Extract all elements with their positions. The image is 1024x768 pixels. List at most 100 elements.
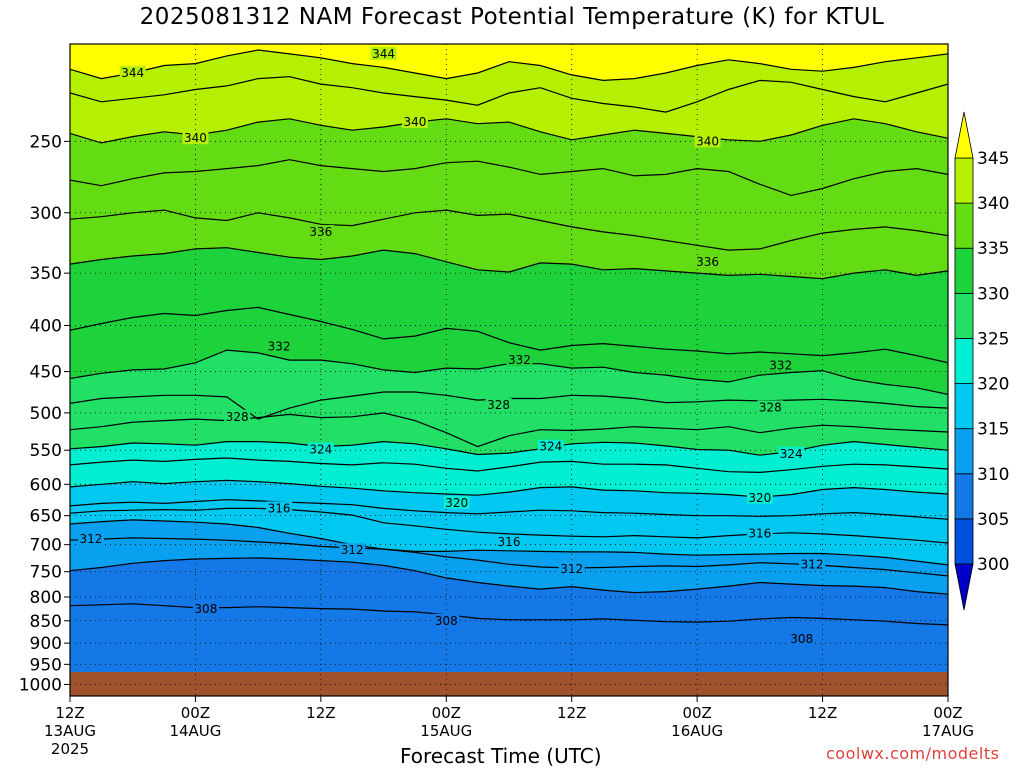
- x-tick-time-4: 12Z: [557, 704, 586, 722]
- isotherm-314: [70, 519, 948, 566]
- x-tick-time-7: 00Z: [933, 704, 962, 722]
- isotherm-318: [70, 499, 948, 520]
- contour-label-336: 336: [696, 255, 719, 269]
- y-tick-label-550: 550: [30, 441, 62, 461]
- colorbar-swatch-320: [954, 338, 974, 384]
- contour-label-340: 340: [403, 115, 426, 129]
- contour-label-332: 332: [769, 358, 792, 372]
- isotherm-340: [70, 118, 948, 144]
- contour-label-bg-27: [788, 632, 815, 646]
- colorbar-label-330: 330: [977, 284, 1009, 304]
- contour-label-312: 312: [560, 562, 583, 576]
- contour-label-bg-16: [266, 501, 293, 515]
- contour-label-bg-24: [799, 557, 826, 571]
- contour-label-328: 328: [759, 400, 782, 414]
- contour-label-bg-10: [224, 409, 251, 423]
- colorbar-swatch-315: [954, 383, 974, 430]
- contour-label-312: 312: [801, 557, 824, 571]
- colorbar: 345 340 335 330 325 320 315 310 305 300: [954, 111, 1009, 611]
- contour-label-344: 344: [121, 66, 144, 80]
- contour-label-bg-1: [370, 46, 397, 60]
- contour-label-bg-11: [485, 397, 512, 411]
- chart-title: 2025081312 NAM Forecast Potential Temper…: [139, 4, 885, 30]
- contour-label-340: 340: [696, 134, 719, 148]
- contour-labels: 344 344 340 340 340 336 336 332 332 332 328 328 328 3…: [77, 46, 826, 646]
- contour-label-bg-26: [433, 613, 460, 627]
- contour-label-bg-4: [694, 134, 721, 148]
- contour-label-bg-25: [192, 602, 219, 616]
- x-tick-date-5: 16AUG: [671, 722, 723, 740]
- isotherm-338: [70, 159, 948, 197]
- isotherm-326: [70, 412, 948, 448]
- colorbar-label-320: 320: [977, 375, 1009, 395]
- contour-label-bg-7: [266, 339, 293, 353]
- contour-label-bg-12: [757, 400, 784, 414]
- contour-label-320: 320: [748, 491, 771, 505]
- contour-label-bg-3: [401, 115, 428, 129]
- contour-label-332: 332: [268, 339, 291, 353]
- colorbar-swatch-300: [954, 518, 974, 565]
- isotherm-322: [70, 457, 948, 474]
- contour-label-bg-14: [537, 439, 564, 453]
- y-tick-label-650: 650: [30, 507, 62, 527]
- isotherm-336: [70, 209, 948, 251]
- contour-label-324: 324: [539, 440, 562, 454]
- isotherm-342: [70, 76, 948, 113]
- x-tick-date-7: 17AUG: [922, 722, 974, 740]
- colorbar-label-345: 345: [977, 149, 1009, 169]
- contour-label-312: 312: [79, 532, 102, 546]
- contour-label-bg-22: [339, 543, 366, 557]
- x-tick-date-0: 13AUG: [44, 722, 96, 740]
- y-tick-label-700: 700: [30, 536, 62, 556]
- contour-label-bg-21: [77, 532, 104, 546]
- contour-label-bg-5: [307, 224, 334, 238]
- y-tick-label-450: 450: [30, 363, 62, 383]
- plot-frame: [69, 43, 949, 697]
- colorbar-swatch-340: [954, 157, 974, 204]
- contour-label-320: 320: [445, 496, 468, 510]
- colorbar-top-arrow: [954, 111, 974, 159]
- y-tick-label-400: 400: [30, 316, 62, 336]
- contour-label-bg-17: [443, 495, 470, 509]
- contour-label-308: 308: [790, 632, 813, 646]
- contour-label-bg-18: [746, 490, 773, 504]
- isotherm-320: [70, 479, 948, 498]
- colorbar-label-335: 335: [977, 239, 1009, 259]
- contour-label-bg-9: [767, 358, 794, 372]
- y-axis-ticks: 2503003504004505005506006507007508008509…: [19, 132, 70, 695]
- x-tick-time-2: 12Z: [306, 704, 335, 722]
- contour-label-bg-2: [182, 131, 209, 145]
- x-tick-date-1: 14AUG: [169, 722, 221, 740]
- contour-label-308: 308: [435, 614, 458, 628]
- colorbar-swatch-310: [954, 428, 974, 475]
- contour-label-324: 324: [780, 447, 803, 461]
- y-tick-label-900: 900: [30, 634, 62, 654]
- contour-label-bg-23: [558, 562, 585, 576]
- contour-label-336: 336: [309, 225, 332, 239]
- colorbar-label-340: 340: [977, 194, 1009, 214]
- contour-label-316: 316: [748, 526, 771, 540]
- colorbar-label-300: 300: [977, 555, 1009, 575]
- contour-label-316: 316: [268, 501, 291, 515]
- isotherm-332: [70, 306, 948, 364]
- source-credit: coolwx.com/modelts: [826, 744, 1000, 763]
- colorbar-swatch-325: [954, 292, 974, 339]
- y-tick-label-1000: 1000: [19, 675, 62, 695]
- contour-label-bg-13: [307, 442, 334, 456]
- colorbar-label-325: 325: [977, 329, 1009, 349]
- contour-label-bg-15: [778, 446, 805, 460]
- ground-surface: [70, 672, 948, 696]
- colorbar-label-305: 305: [977, 510, 1009, 530]
- colorbar-swatch-330: [954, 247, 974, 294]
- contour-label-344: 344: [372, 47, 395, 61]
- contour-label-308: 308: [194, 602, 217, 616]
- colorbar-label-315: 315: [977, 420, 1009, 440]
- x-tick-time-1: 00Z: [181, 704, 210, 722]
- x-tick-year-0: 2025: [51, 740, 89, 758]
- contour-label-328: 328: [487, 398, 510, 412]
- colorbar-swatch-305: [954, 473, 974, 520]
- x-tick-time-5: 00Z: [682, 704, 711, 722]
- isotherm-310: [70, 557, 948, 595]
